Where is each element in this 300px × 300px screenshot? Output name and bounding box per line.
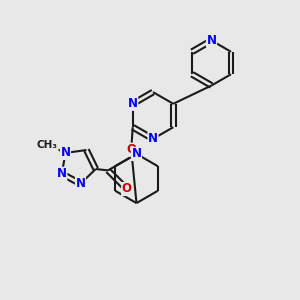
Text: O: O <box>126 143 136 156</box>
Text: N: N <box>206 34 217 47</box>
Text: N: N <box>57 167 67 180</box>
Text: N: N <box>128 97 138 110</box>
Text: O: O <box>122 182 132 196</box>
Text: N: N <box>61 146 70 160</box>
Text: N: N <box>76 177 85 190</box>
Text: N: N <box>131 147 142 161</box>
Text: CH₃: CH₃ <box>37 140 58 151</box>
Text: N: N <box>148 132 158 146</box>
